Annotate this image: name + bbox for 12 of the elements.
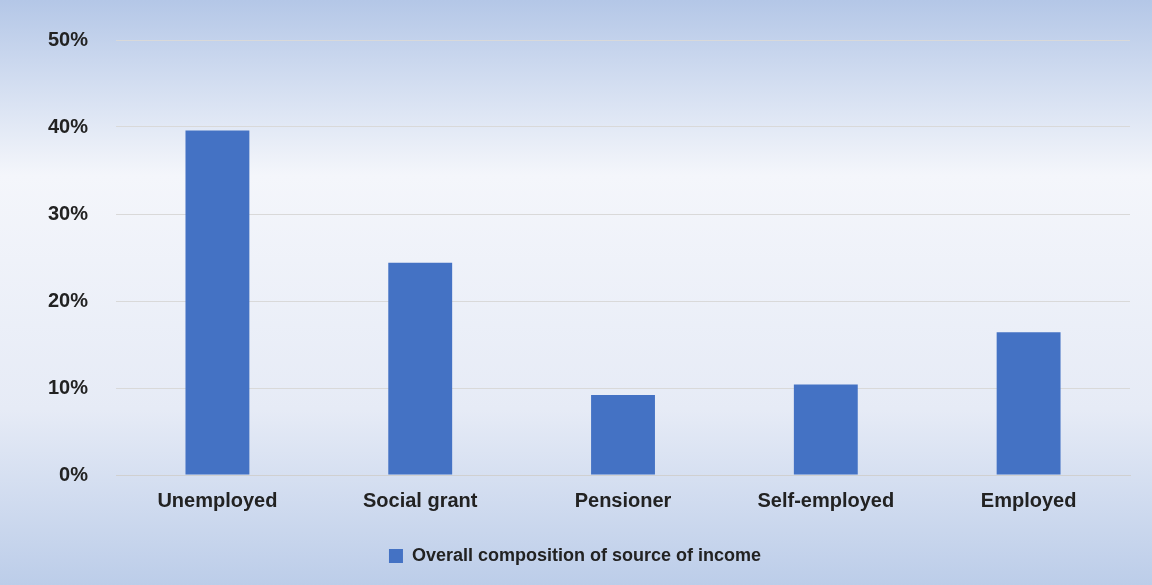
y-tick-label: 50%: [48, 27, 89, 50]
x-tick-label: Employed: [980, 488, 1077, 511]
y-tick-label: 0%: [59, 462, 89, 485]
y-tick-label: 20%: [48, 288, 89, 311]
x-tick-label: Unemployed: [157, 488, 278, 511]
y-tick-label: 40%: [48, 114, 89, 137]
x-tick-label: Self-employed: [757, 488, 895, 511]
y-tick-label: 30%: [48, 201, 89, 224]
x-tick-label: Social grant: [362, 488, 478, 511]
y-tick-label: 10%: [48, 375, 89, 398]
x-tick-label: Pensioner: [574, 488, 672, 511]
legend-label: Overall composition of source of income: [411, 544, 762, 565]
